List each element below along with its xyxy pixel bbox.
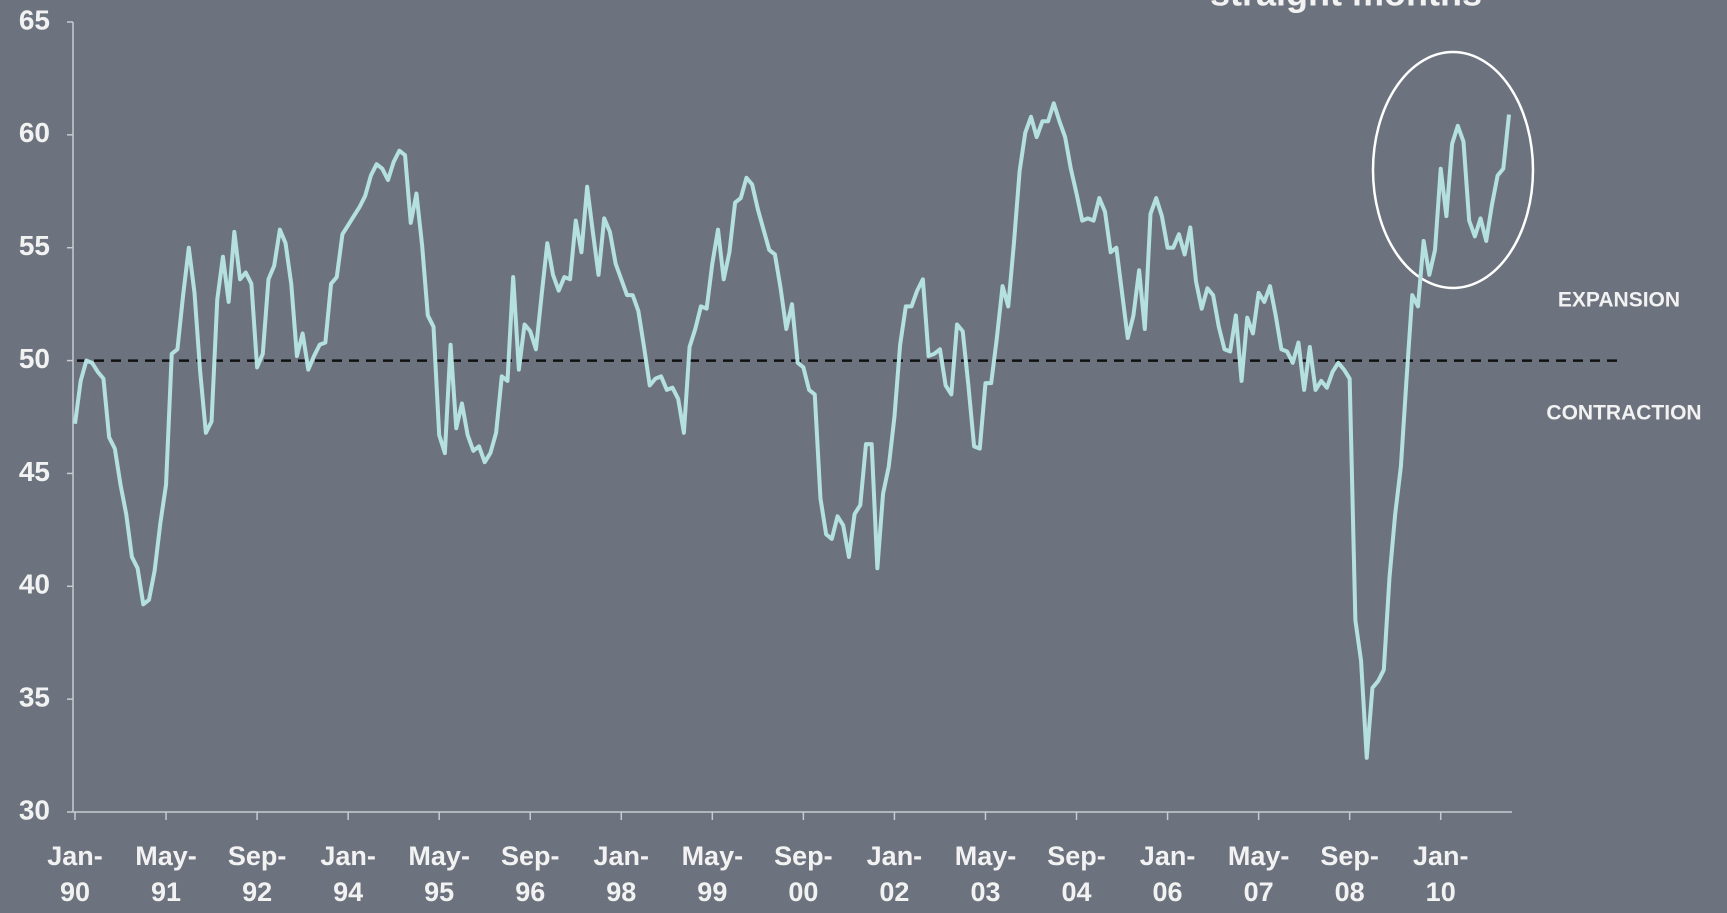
x-tick-label: Jan-90 (47, 841, 103, 907)
x-tick-label: Sep-96 (500, 841, 560, 907)
chart-title: straight months (1210, 0, 1482, 14)
y-tick-label: 35 (19, 682, 50, 713)
x-tick-label: Jan-10 (1412, 841, 1469, 907)
data-line (73, 101, 1511, 760)
x-tick-label: Sep-00 (774, 841, 833, 907)
x-tick-label: Sep-92 (227, 841, 287, 907)
y-tick-label: 45 (19, 456, 50, 487)
x-tick-label: May-03 (954, 841, 1017, 907)
x-tick-label: Jan-06 (1139, 841, 1196, 907)
y-tick-label: 30 (19, 794, 50, 825)
x-tick-label: May-95 (408, 841, 470, 907)
annotation: CONTRACTION (1546, 402, 1701, 425)
y-tick-label: 50 (19, 343, 50, 374)
x-tick-label: May-99 (681, 841, 744, 907)
highlight-circle (1371, 50, 1535, 290)
x-tick-label: Sep-08 (1320, 841, 1379, 907)
y-tick-label: 60 (19, 117, 50, 148)
x-tick-label: Jan-98 (593, 841, 650, 907)
x-tick-label: Jan-02 (866, 841, 923, 907)
x-tick-label: May-91 (135, 841, 197, 907)
x-tick-label: Sep-04 (1047, 841, 1106, 907)
annotation: EXPANSION (1558, 289, 1680, 312)
x-tick-label: Jan-94 (320, 841, 376, 907)
y-tick-label: 40 (19, 569, 50, 600)
y-tick-label: 65 (19, 4, 50, 35)
y-tick-label: 55 (19, 230, 50, 261)
x-tick-label: May-07 (1227, 841, 1290, 907)
